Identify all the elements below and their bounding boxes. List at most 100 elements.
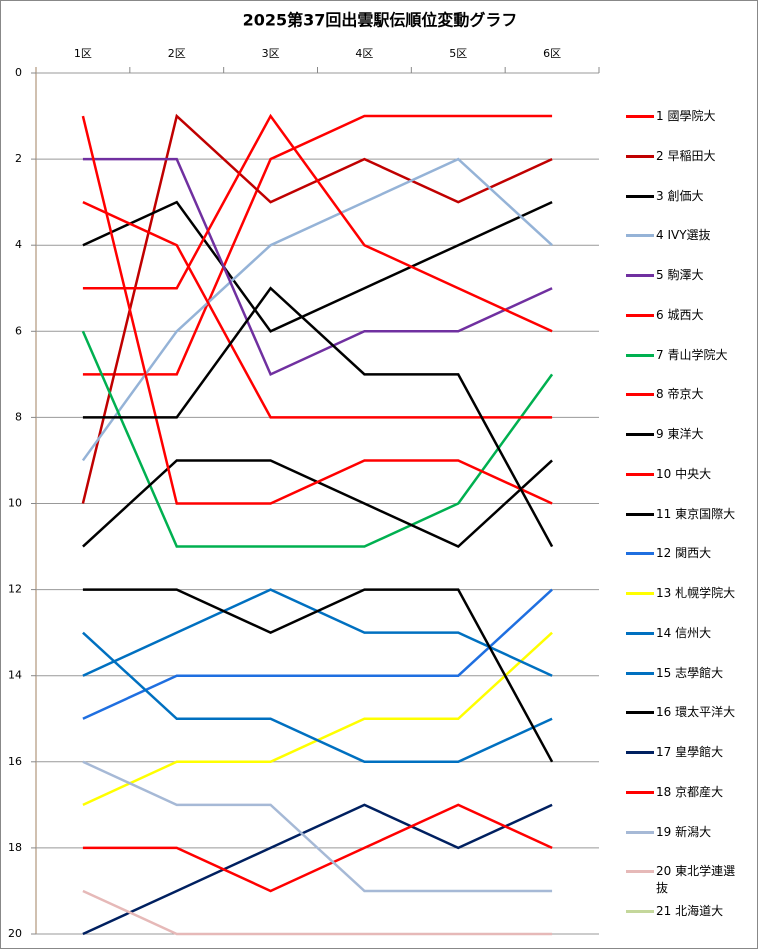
series-line: [82, 588, 554, 763]
chart-title: 2025第37回出雲駅伝順位変動グラフ: [243, 11, 518, 30]
legend-label: 19 新潟大: [656, 824, 712, 839]
legend-label: 7 青山学院大: [656, 347, 728, 362]
series-line: [81, 115, 553, 505]
legend-label: 9 東洋大: [656, 427, 704, 441]
x-tick-label: 2区: [168, 47, 186, 60]
legend-label: 21 北海道大: [656, 904, 724, 918]
legend-swatch: [626, 830, 654, 834]
legend-item: 5 駒澤大: [626, 265, 746, 305]
y-tick-label: 20: [8, 927, 22, 940]
legend-item: 8 帝京大: [626, 384, 746, 424]
legend-swatch: [626, 274, 654, 277]
legend-label: 15 志學館大: [656, 665, 724, 680]
legend-item: 15 志學館大: [626, 663, 746, 703]
legend-swatch: [626, 870, 654, 874]
legend-item: 17 皇學館大: [626, 742, 746, 782]
legend-item: 19 新潟大: [626, 822, 746, 862]
legend-label: 3 創価大: [656, 188, 704, 203]
series-line: [82, 760, 553, 893]
series-line: [81, 157, 553, 462]
series-line: [82, 286, 554, 548]
legend-swatch: [626, 234, 654, 238]
series-line: [82, 157, 553, 377]
legend-item: 6 城西大: [626, 305, 746, 345]
x-tick-label: 5区: [449, 47, 467, 60]
legend-label: 16 環太平洋大: [656, 705, 736, 720]
legend-swatch: [626, 631, 654, 635]
legend: 1 國學院大 2 早稲田大 3 創価大 4 IVY選抜 5 駒澤大 6 城西大 7 青山学院…: [626, 106, 746, 941]
series-line: [82, 588, 553, 720]
y-tick-label: 0: [15, 66, 22, 79]
series-line: [81, 330, 554, 548]
legend-swatch: [626, 592, 654, 595]
legend-label: 17 皇學館大: [656, 745, 724, 759]
legend-swatch: [626, 353, 654, 357]
legend-label: 2 早稲田大: [656, 148, 716, 163]
legend-item: 16 環太平洋大: [626, 702, 746, 742]
legend-swatch: [626, 154, 654, 158]
legend-swatch: [626, 194, 654, 198]
legend-item: 13 札幌学院大: [626, 583, 746, 623]
y-tick-label: 14: [8, 669, 22, 682]
legend-label: 4 IVY選抜: [656, 228, 711, 243]
legend-label: 8 帝京大: [656, 387, 704, 402]
series-line: [82, 803, 553, 893]
legend-swatch: [626, 751, 654, 754]
legend-label: 12 関西大: [656, 546, 712, 561]
x-tick-label: 6区: [543, 47, 561, 60]
y-tick-label: 16: [8, 755, 22, 768]
legend-label: 20 東北学連選抜: [656, 864, 736, 896]
legend-label: 6 城西大: [656, 307, 704, 322]
legend-item: 12 関西大: [626, 543, 746, 583]
legend-item: 21 北海道大: [626, 901, 746, 941]
legend-label: 5 駒澤大: [656, 268, 704, 282]
legend-swatch: [626, 433, 654, 436]
series-line: [82, 114, 553, 376]
series-group: [81, 113, 554, 936]
series-line: [82, 201, 553, 419]
legend-item: 10 中央大: [626, 464, 746, 504]
legend-item: 20 東北学連選抜: [626, 861, 746, 901]
series-line: [82, 803, 553, 936]
legend-label: 13 札幌学院大: [656, 586, 736, 600]
series-line: [82, 200, 553, 333]
legend-item: 1 國學院大: [626, 106, 746, 146]
x-tick-label: 4区: [355, 47, 373, 60]
y-tick-label: 8: [15, 410, 22, 423]
legend-swatch: [626, 313, 654, 317]
legend-swatch: [626, 790, 654, 794]
legend-item: 14 信州大: [626, 623, 746, 663]
legend-swatch: [626, 552, 654, 556]
legend-swatch: [626, 115, 654, 118]
legend-item: 11 東京国際大: [626, 504, 746, 544]
y-tick-label: 12: [8, 583, 22, 596]
legend-swatch: [626, 472, 654, 476]
y-tick-label: 2: [15, 152, 22, 165]
legend-label: 10 中央大: [656, 466, 712, 481]
legend-label: 1 國學院大: [656, 109, 716, 123]
y-tick-label: 4: [15, 238, 22, 251]
series-line: [82, 889, 553, 936]
series-line: [82, 113, 553, 333]
legend-item: 9 東洋大: [626, 424, 746, 464]
legend-swatch: [626, 910, 654, 913]
legend-item: 2 早稲田大: [626, 146, 746, 186]
legend-item: 18 京都産大: [626, 782, 746, 822]
legend-swatch: [626, 512, 654, 516]
legend-item: 3 創価大: [626, 186, 746, 226]
legend-swatch: [626, 671, 654, 675]
series-line: [82, 631, 553, 764]
x-tick-label: 3区: [262, 47, 280, 60]
y-tick-label: 18: [8, 841, 22, 854]
legend-label: 18 京都産大: [656, 784, 724, 799]
y-tick-label: 6: [15, 324, 22, 337]
x-tick-label: 1区: [74, 47, 92, 60]
legend-item: 7 青山学院大: [626, 345, 746, 385]
legend-swatch: [626, 711, 654, 715]
legend-item: 4 IVY選抜: [626, 225, 746, 265]
legend-swatch: [626, 393, 654, 397]
series-line: [82, 631, 553, 806]
legend-label: 11 東京国際大: [656, 506, 736, 521]
